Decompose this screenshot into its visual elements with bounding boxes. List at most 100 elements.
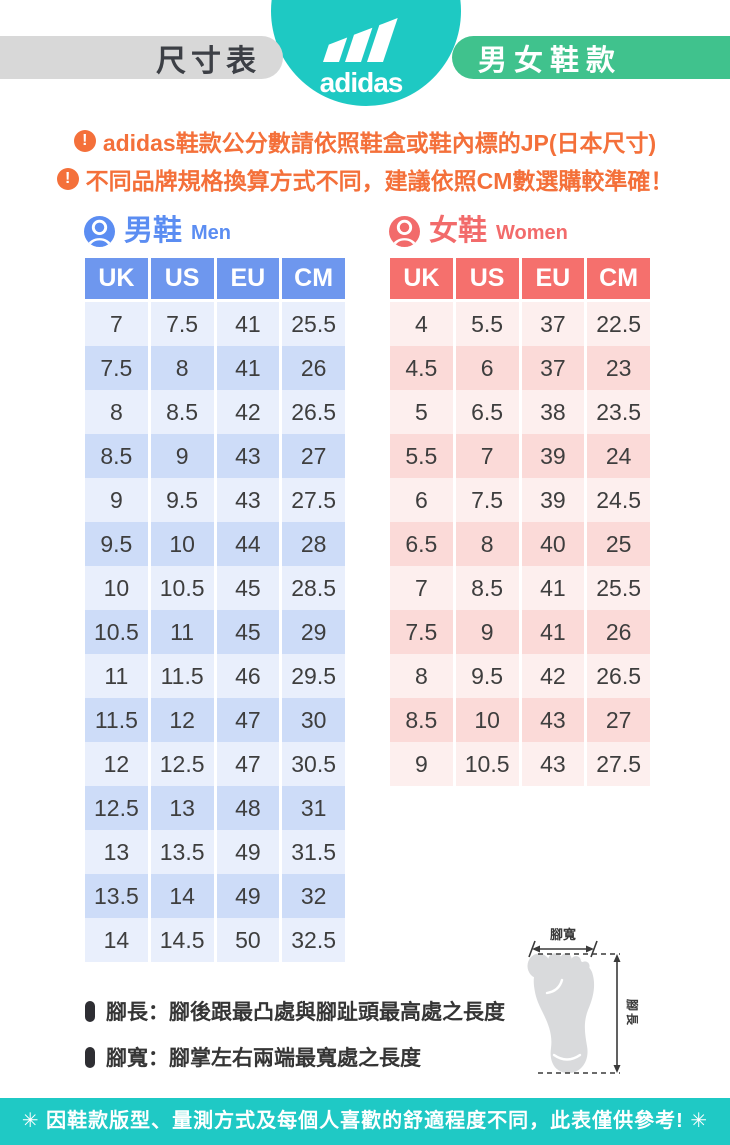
size-cell: 14.5	[150, 918, 214, 962]
size-cell: 9	[150, 434, 214, 478]
size-cell: 10	[85, 566, 148, 610]
size-cell: 23.5	[587, 390, 650, 434]
foot-width-text: 腳寬：腳掌左右兩端最寬處之長度	[106, 1047, 421, 1070]
table-row: 10 10.5 45 28.5	[85, 566, 345, 610]
size-cell: 29.5	[282, 654, 345, 698]
men-size-table: UK US EU CM 7 7.5 41 25.5 7.5 8 41 26 8 8.5 42 26.5 8.5…	[82, 258, 348, 962]
size-cell: 7	[85, 302, 148, 346]
foot-length-text: 腳長：腳後跟最凸處與腳趾頭最高處之長度	[106, 1001, 505, 1024]
size-cell: 25.5	[587, 566, 650, 610]
size-cell: 6.5	[390, 522, 453, 566]
size-cell: 10	[150, 522, 214, 566]
size-cell: 7.5	[390, 610, 453, 654]
table-row: 9 10.5 43 27.5	[390, 742, 650, 786]
size-cell: 44	[216, 522, 280, 566]
size-cell: 9	[85, 478, 148, 522]
size-cell: 26	[282, 346, 345, 390]
person-icon-men	[84, 216, 115, 247]
table-row: 11.5 12 47 30	[85, 698, 345, 742]
table-row: 8.5 9 43 27	[85, 434, 345, 478]
foot-illustration	[527, 953, 595, 1074]
size-cell: 41	[521, 566, 585, 610]
size-cell: 14	[150, 874, 214, 918]
notice-text: adidas鞋款公分數請依照鞋盒或鞋內標的JP(日本尺寸)	[102, 130, 657, 156]
size-cell: 43	[216, 434, 280, 478]
size-cell: 5.5	[390, 434, 453, 478]
size-cell: 43	[521, 742, 585, 786]
size-cell: 49	[216, 874, 280, 918]
size-cell: 41	[216, 346, 280, 390]
table-row: 4.5 6 37 23	[390, 346, 650, 390]
column-header: CM	[587, 258, 650, 302]
alert-icon: !	[56, 168, 79, 190]
size-cell: 50	[216, 918, 280, 962]
size-cell: 43	[521, 698, 585, 742]
size-cell: 6	[455, 346, 519, 390]
size-cell: 45	[216, 566, 280, 610]
size-cell: 42	[216, 390, 280, 434]
table-row: 7 8.5 41 25.5	[390, 566, 650, 610]
size-cell: 45	[216, 610, 280, 654]
size-cell: 8.5	[85, 434, 148, 478]
men-section-title: 男鞋 Men	[84, 216, 231, 247]
length-arrow	[613, 954, 621, 1073]
size-cell: 4	[390, 302, 453, 346]
size-cell: 10.5	[455, 742, 519, 786]
size-cell: 49	[216, 830, 280, 874]
size-cell: 8	[150, 346, 214, 390]
men-title-en: Men	[191, 222, 232, 244]
size-cell: 47	[216, 698, 280, 742]
size-cell: 31	[282, 786, 345, 830]
size-cell: 27	[282, 434, 345, 478]
size-cell: 26	[587, 610, 650, 654]
size-cell: 27	[587, 698, 650, 742]
size-cell: 24	[587, 434, 650, 478]
foot-measure-diagram: 腳寬 腳長	[527, 927, 640, 1074]
size-cell: 41	[521, 610, 585, 654]
size-cell: 23	[587, 346, 650, 390]
size-cell: 25	[587, 522, 650, 566]
table-row: 13 13.5 49 31.5	[85, 830, 345, 874]
size-cell: 41	[216, 302, 280, 346]
column-header: CM	[282, 258, 345, 302]
size-chart-title-band: 尺寸表	[0, 36, 283, 79]
dashed-guides	[538, 953, 620, 1074]
size-cell: 25.5	[282, 302, 345, 346]
size-cell: 11	[150, 610, 214, 654]
size-cell: 7.5	[150, 302, 214, 346]
size-cell: 12	[150, 698, 214, 742]
column-header: US	[150, 258, 214, 302]
notice-line-1: ! adidas鞋款公分數請依照鞋盒或鞋內標的JP(日本尺寸)	[0, 122, 730, 160]
table-row: 7.5 8 41 26	[85, 346, 345, 390]
table-row: 13.5 14 49 32	[85, 874, 345, 918]
size-cell: 37	[521, 302, 585, 346]
foot-width-note: 腳寬：腳掌左右兩端最寬處之長度	[85, 1044, 505, 1070]
size-cell: 10.5	[150, 566, 214, 610]
size-cell: 8.5	[150, 390, 214, 434]
size-cell: 12.5	[85, 786, 148, 830]
table-row: 7 7.5 41 25.5	[85, 302, 345, 346]
size-cell: 32	[282, 874, 345, 918]
size-cell: 5	[390, 390, 453, 434]
size-cell: 24.5	[587, 478, 650, 522]
column-header: EU	[521, 258, 585, 302]
size-cell: 32.5	[282, 918, 345, 962]
size-cell: 8.5	[455, 566, 519, 610]
notice-text: 不同品牌規格換算方式不同，建議依照CM數選購較準確！	[85, 168, 674, 194]
table-row: 8 9.5 42 26.5	[390, 654, 650, 698]
table-row: 11 11.5 46 29.5	[85, 654, 345, 698]
table-row: 4 5.5 37 22.5	[390, 302, 650, 346]
size-cell: 11.5	[85, 698, 148, 742]
size-cell: 30	[282, 698, 345, 742]
table-row: 12 12.5 47 30.5	[85, 742, 345, 786]
size-cell: 27.5	[587, 742, 650, 786]
size-cell: 22.5	[587, 302, 650, 346]
size-cell: 38	[521, 390, 585, 434]
table-row: 14 14.5 50 32.5	[85, 918, 345, 962]
size-cell: 7.5	[455, 478, 519, 522]
size-cell: 8	[455, 522, 519, 566]
size-cell: 9.5	[455, 654, 519, 698]
notice-line-2: ! 不同品牌規格換算方式不同，建議依照CM數選購較準確！	[0, 160, 730, 198]
women-header-row: UK US EU CM	[390, 258, 650, 302]
